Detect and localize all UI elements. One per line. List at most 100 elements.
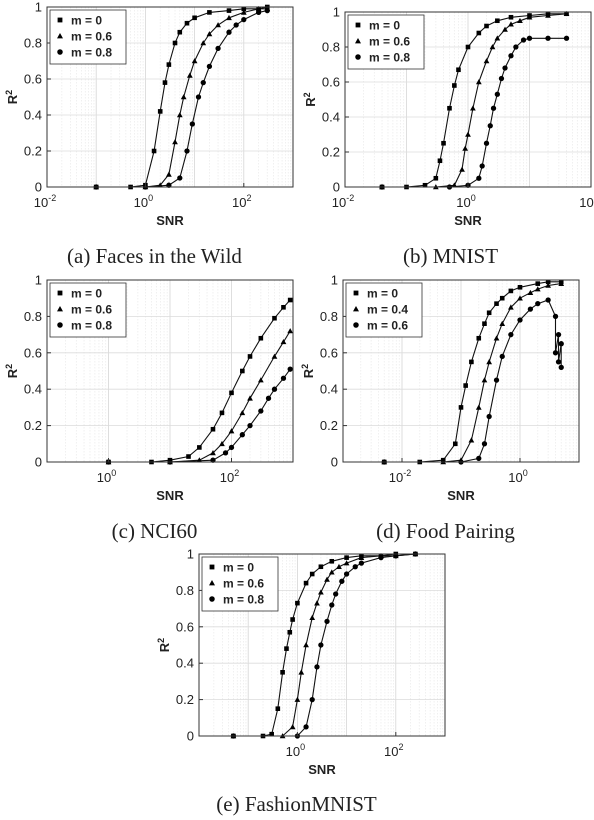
data-point (535, 281, 541, 286)
data-point (458, 405, 464, 410)
data-point (486, 413, 492, 420)
legend-marker (57, 306, 63, 312)
data-point (456, 67, 461, 73)
x-tick-label: 100 (286, 742, 305, 759)
y-tick-label: 0.8 (24, 36, 42, 51)
data-point (499, 353, 505, 360)
data-point (495, 18, 500, 24)
legend-entry: m = 0.6 (71, 30, 112, 44)
legend-box (49, 9, 127, 65)
x-tick-label: 102 (220, 468, 239, 485)
data-point (206, 31, 213, 37)
data-point (247, 422, 253, 429)
legend-entry: m = 0.4 (367, 303, 408, 317)
data-point (186, 72, 193, 78)
legend: m = 0 m = 0.6 m = 0.8 (347, 14, 425, 70)
data-point (494, 91, 500, 97)
data-point (151, 148, 157, 154)
y-tick-label: 0.4 (322, 110, 340, 125)
y-tick-label: 0.8 (176, 583, 194, 598)
y-tick-label: 0.6 (176, 619, 194, 634)
data-point (344, 555, 349, 560)
data-point (162, 80, 168, 85)
series-line-3 (233, 553, 416, 737)
data-point (172, 40, 178, 46)
data-point (517, 295, 523, 301)
x-tick-label: 100 (134, 193, 153, 210)
data-point (314, 600, 320, 606)
data-point (499, 295, 505, 301)
data-point (280, 339, 287, 345)
y-tick-label: 0.2 (322, 145, 340, 160)
legend-marker (353, 322, 359, 328)
data-point (526, 35, 533, 41)
data-point (318, 564, 324, 570)
legend-entry: m = 0.6 (367, 319, 408, 333)
data-point (465, 131, 471, 137)
data-point (494, 301, 499, 306)
y-axis-label: R2 (302, 92, 318, 106)
data-point (200, 79, 206, 86)
legend-marker (57, 49, 63, 55)
data-point (459, 166, 465, 172)
plot-frame (198, 553, 446, 737)
series-line-1 (96, 6, 268, 188)
data-point (255, 9, 262, 16)
legend-entry: m = 0.6 (71, 303, 112, 317)
data-point (479, 163, 485, 169)
data-point (483, 140, 490, 146)
data-point (487, 123, 493, 129)
y-tick-label: 1 (333, 5, 340, 20)
legend-marker (353, 306, 359, 312)
data-point (329, 558, 335, 564)
data-point (343, 571, 350, 577)
series-line-1 (108, 299, 291, 463)
y-tick-label: 1 (35, 0, 42, 15)
legend-box (49, 282, 127, 338)
legend-marker (57, 322, 63, 328)
data-point (563, 10, 570, 17)
data-point (520, 37, 527, 43)
legend: m = 0 m = 0.6 m = 0.8 (49, 9, 127, 65)
data-point (295, 600, 300, 606)
data-point (555, 331, 562, 338)
data-point (517, 284, 523, 290)
data-point (298, 669, 305, 675)
x-axis-label: SNR (447, 488, 475, 503)
y-axis-label: R2 (4, 364, 20, 378)
data-point (184, 148, 190, 154)
legend-entry: m = 0.6 (369, 35, 410, 49)
legend-marker (57, 290, 63, 296)
data-point (180, 94, 187, 100)
data-point (484, 23, 489, 29)
data-point (287, 297, 293, 303)
y-tick-label: 0.2 (24, 144, 42, 159)
data-point (226, 29, 232, 35)
data-point (535, 301, 541, 307)
data-point (493, 335, 500, 341)
data-point (378, 554, 384, 561)
data-point (240, 368, 245, 374)
data-point (358, 554, 365, 560)
data-point (197, 445, 202, 450)
y-tick-label: 0.8 (322, 40, 340, 55)
data-point (303, 724, 309, 730)
legend-entry: m = 0 (71, 287, 102, 301)
data-point (475, 79, 482, 85)
data-point (239, 409, 246, 416)
x-tick-label: 102 (579, 193, 594, 210)
legend-marker (355, 54, 361, 60)
y-axis-label: R2 (156, 638, 172, 652)
data-point (215, 22, 221, 28)
x-tick-label: 100 (97, 468, 116, 485)
data-point (481, 377, 488, 383)
data-point (508, 21, 514, 27)
data-point (247, 354, 253, 359)
data-point (176, 112, 183, 118)
data-point (303, 642, 309, 648)
y-tick-label: 0 (35, 455, 42, 470)
caption-b: (b) MNIST (402, 244, 499, 268)
data-point (545, 282, 552, 288)
data-point (552, 313, 559, 320)
